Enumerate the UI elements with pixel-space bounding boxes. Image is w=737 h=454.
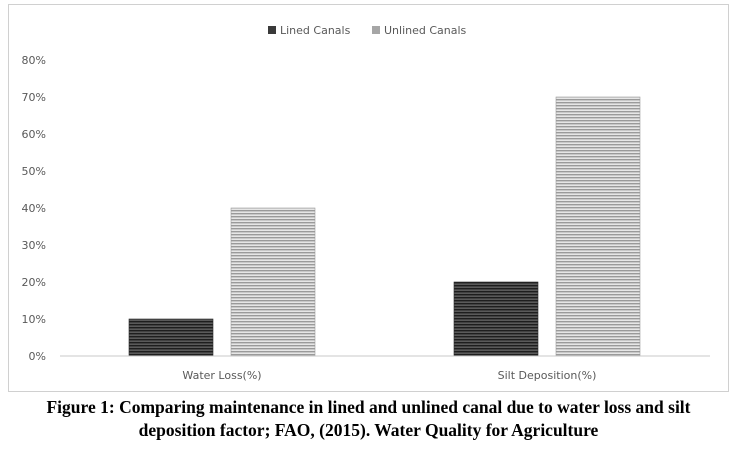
y-tick-label: 10% [22, 313, 46, 326]
bar-unlined-canals-0 [230, 207, 316, 357]
bar-unlined-canals-1 [555, 96, 641, 357]
y-tick-label: 80% [22, 54, 46, 67]
caption-line-2: deposition factor; FAO, (2015). Water Qu… [138, 420, 599, 440]
y-tick-label: 60% [22, 128, 46, 141]
bar-chart: Lined Canals Unlined Canals 0% 10% 20% 30% 40… [22, 24, 710, 382]
y-tick-label: 0% [29, 350, 46, 363]
bars [128, 96, 641, 357]
bar-lined-canals-0 [128, 318, 214, 357]
y-axis-tick-labels: 0% 10% 20% 30% 40% 50% 60% 70% 80% [22, 54, 46, 363]
y-tick-label: 40% [22, 202, 46, 215]
legend-swatch [268, 26, 276, 34]
legend-swatch [372, 26, 380, 34]
y-tick-label: 70% [22, 91, 46, 104]
y-tick-label: 50% [22, 165, 46, 178]
x-category-label: Water Loss(%) [182, 369, 261, 382]
figure-caption: Figure 1: Comparing maintenance in lined… [0, 396, 737, 442]
legend: Lined Canals Unlined Canals [268, 24, 467, 37]
y-tick-label: 20% [22, 276, 46, 289]
x-category-label: Silt Deposition(%) [498, 369, 597, 382]
y-tick-label: 30% [22, 239, 46, 252]
legend-label: Lined Canals [280, 24, 351, 37]
x-axis-category-labels: Water Loss(%) Silt Deposition(%) [182, 369, 596, 382]
bar-lined-canals-1 [453, 281, 539, 357]
legend-label: Unlined Canals [384, 24, 467, 37]
caption-line-1: Figure 1: Comparing maintenance in lined… [46, 397, 691, 417]
